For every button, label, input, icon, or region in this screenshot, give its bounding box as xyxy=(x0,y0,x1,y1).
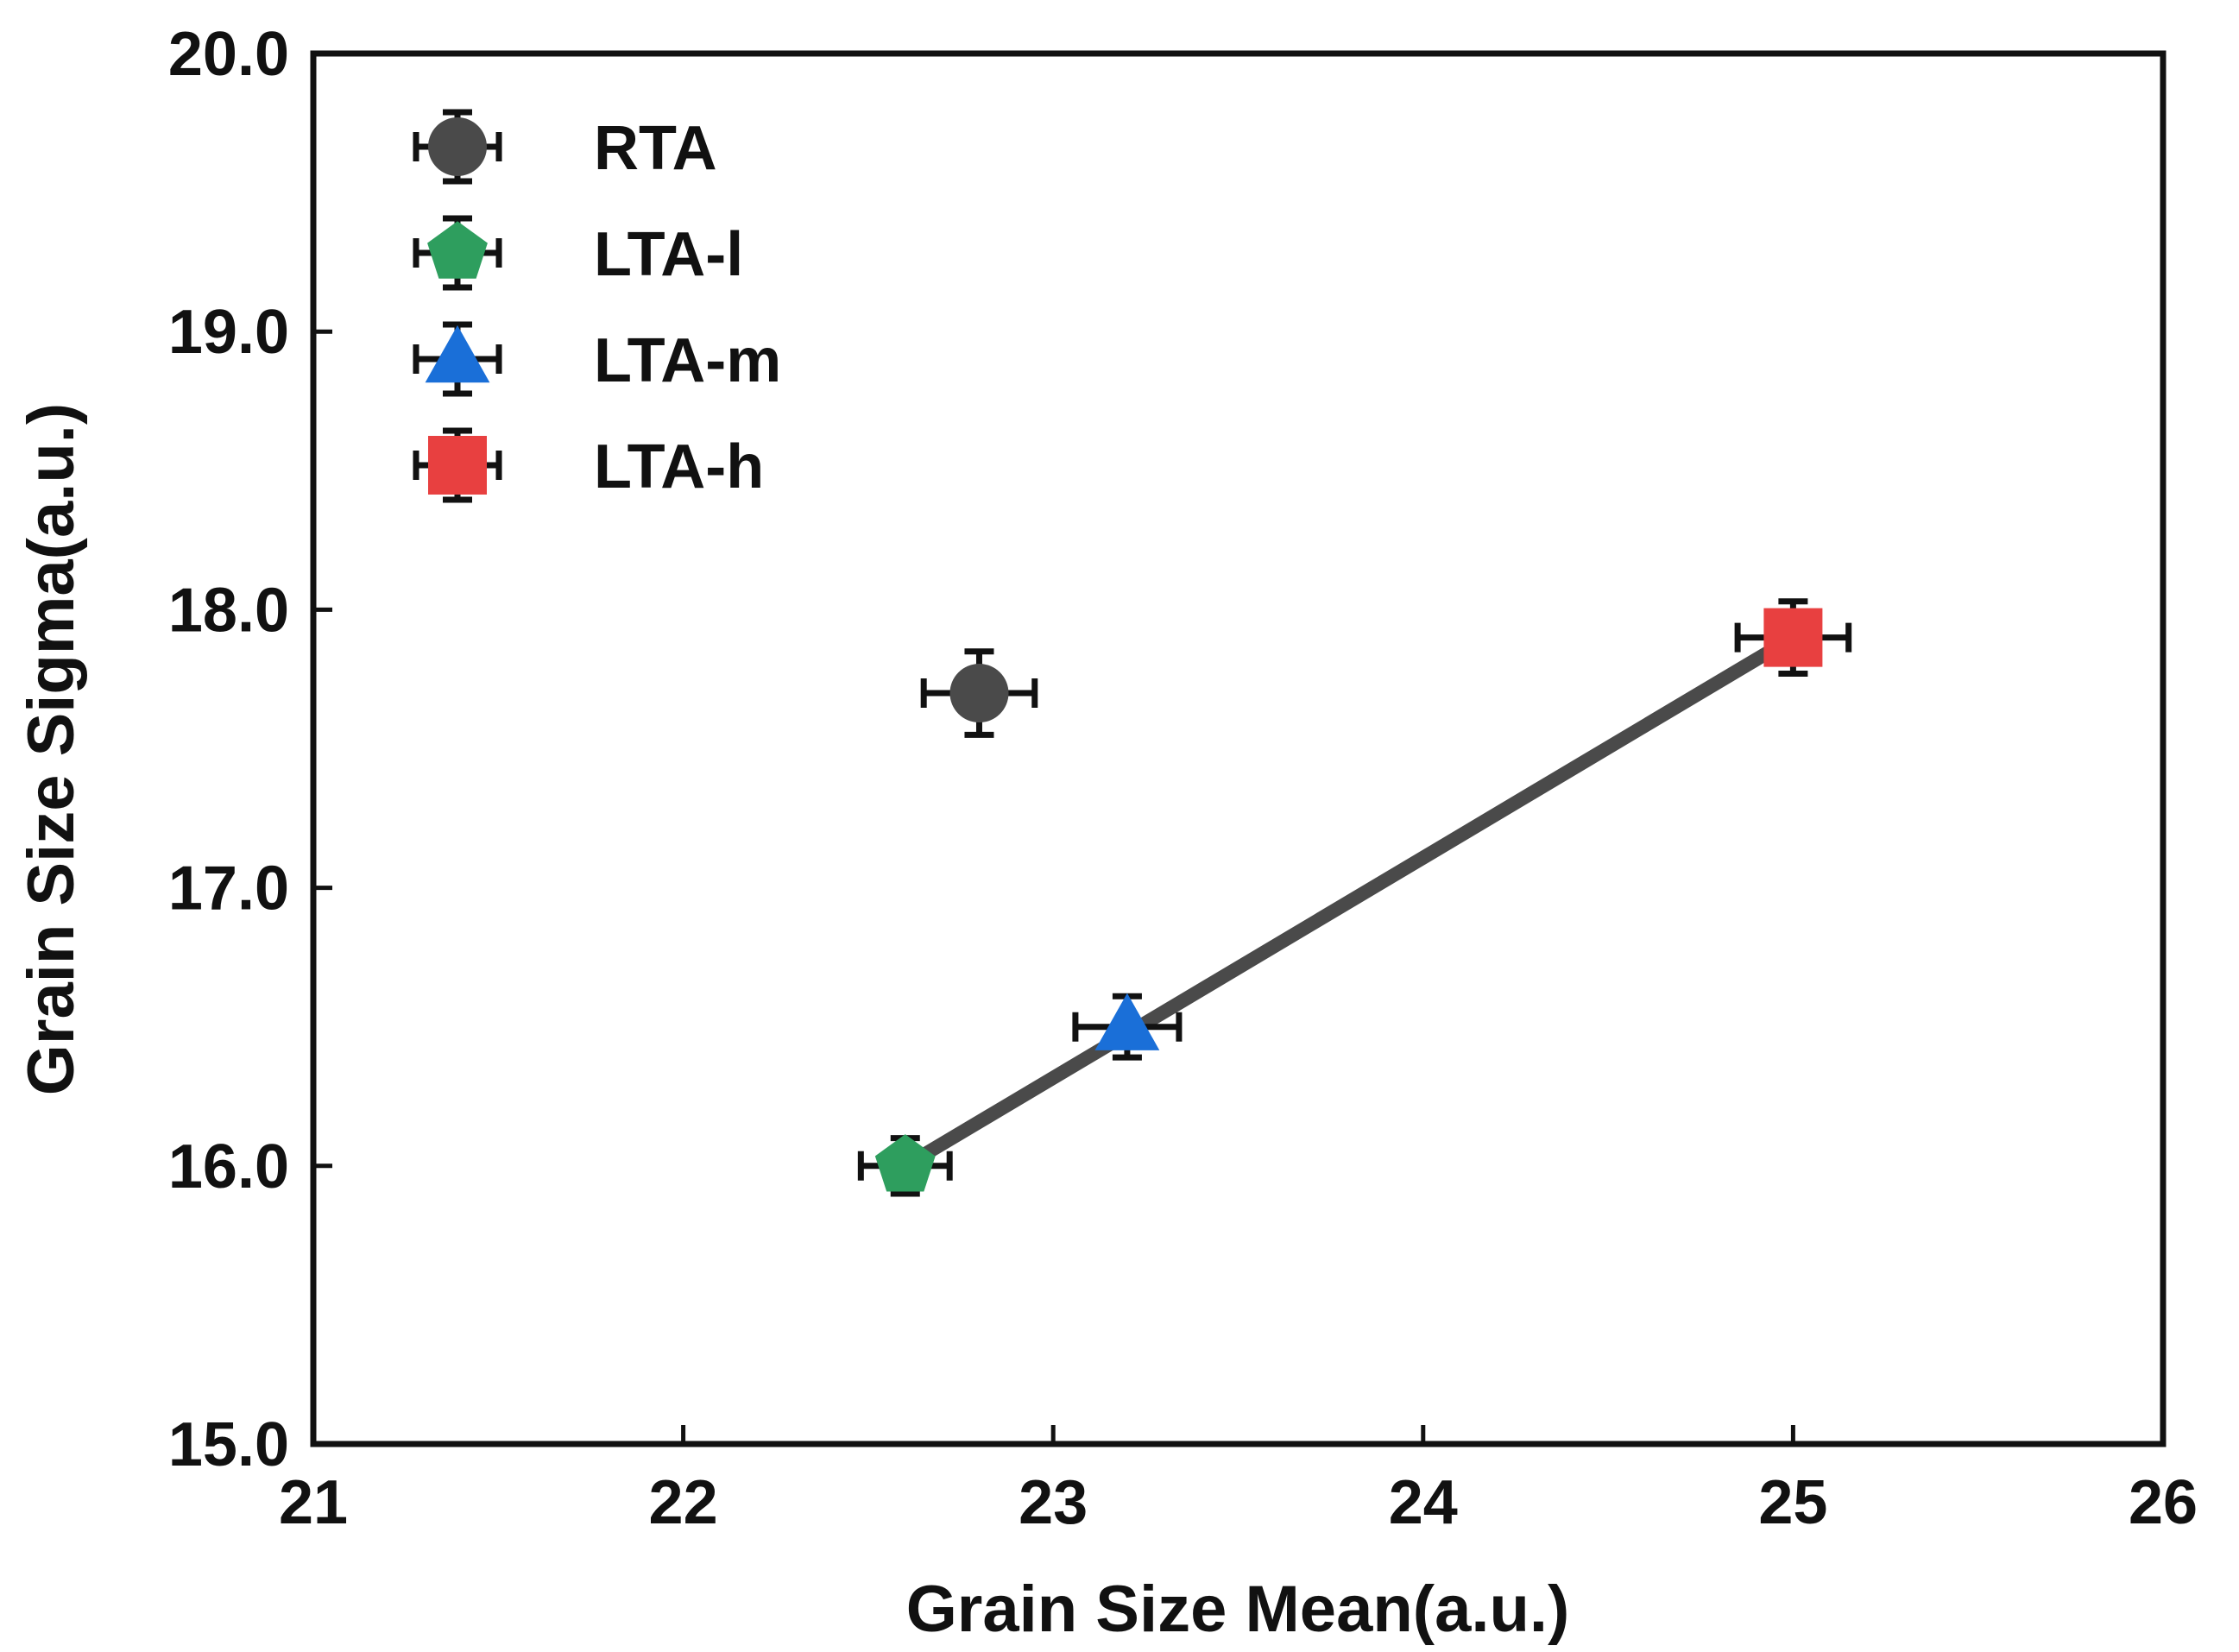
legend-lta-l-marker xyxy=(427,221,488,279)
y-tick-label: 16.0 xyxy=(168,1132,289,1201)
x-tick-label: 24 xyxy=(1389,1468,1458,1537)
plot-frame xyxy=(310,50,2166,1447)
y-tick-label: 19.0 xyxy=(168,298,289,367)
legend-rta-label: RTA xyxy=(594,114,717,183)
point-lta-h xyxy=(1763,608,1823,667)
x-axis-label: Grain Size Mean(a.u.) xyxy=(906,1573,1570,1646)
legend-lta-l-label: LTA-l xyxy=(594,220,743,289)
legend-lta-h-label: LTA-h xyxy=(594,432,764,501)
y-tick-label: 17.0 xyxy=(168,854,289,924)
y-axis-label: Grain Size Sigma(a.u.) xyxy=(15,403,88,1095)
y-tick-label: 15.0 xyxy=(168,1410,289,1479)
legend-rta-marker xyxy=(428,117,487,176)
legend-lta-m-label: LTA-m xyxy=(594,326,781,395)
y-tick-label: 20.0 xyxy=(168,20,289,89)
point-lta-m xyxy=(1094,993,1160,1050)
fit-line xyxy=(898,630,1801,1173)
x-tick-label: 25 xyxy=(1758,1468,1827,1537)
y-tick-label: 18.0 xyxy=(168,576,289,645)
x-tick-label: 22 xyxy=(649,1468,718,1537)
point-rta xyxy=(949,664,1009,723)
x-tick-label: 23 xyxy=(1019,1468,1088,1537)
x-tick-label: 21 xyxy=(279,1468,348,1537)
point-lta-l xyxy=(874,1134,936,1192)
legend-lta-h-marker xyxy=(428,436,487,495)
legend-lta-m-marker xyxy=(425,325,490,383)
x-tick-label: 26 xyxy=(2129,1468,2198,1537)
